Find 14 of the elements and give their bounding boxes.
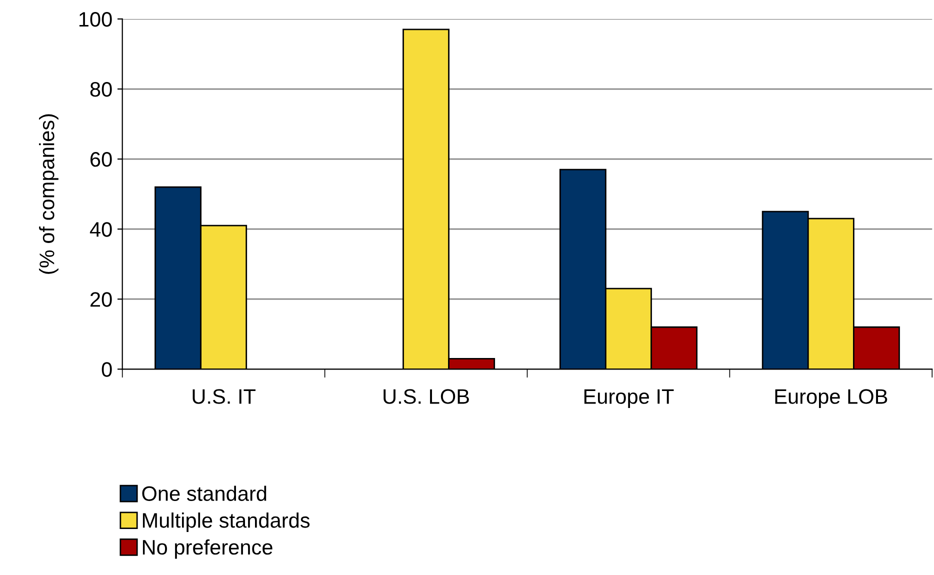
legend-label: One standard: [142, 486, 266, 501]
y-axis-title: (% of companies): [39, 114, 58, 274]
y-tick-label: 100: [79, 12, 112, 27]
x-tick-label: U.S. LOB: [384, 389, 469, 404]
y-tick-label: 60: [90, 152, 112, 167]
legend-label: Multiple standards: [142, 512, 310, 532]
y-tick-label: 0: [102, 362, 112, 377]
x-tick-label: U.S. IT: [192, 389, 256, 404]
legend-label: No preference: [142, 539, 272, 559]
x-tick-label: Europe IT: [584, 389, 674, 408]
x-tick-label: Europe LOB: [775, 389, 888, 408]
y-tick-label: 20: [90, 292, 112, 307]
y-tick-label: 40: [90, 222, 112, 237]
y-tick-label: 80: [90, 82, 112, 97]
